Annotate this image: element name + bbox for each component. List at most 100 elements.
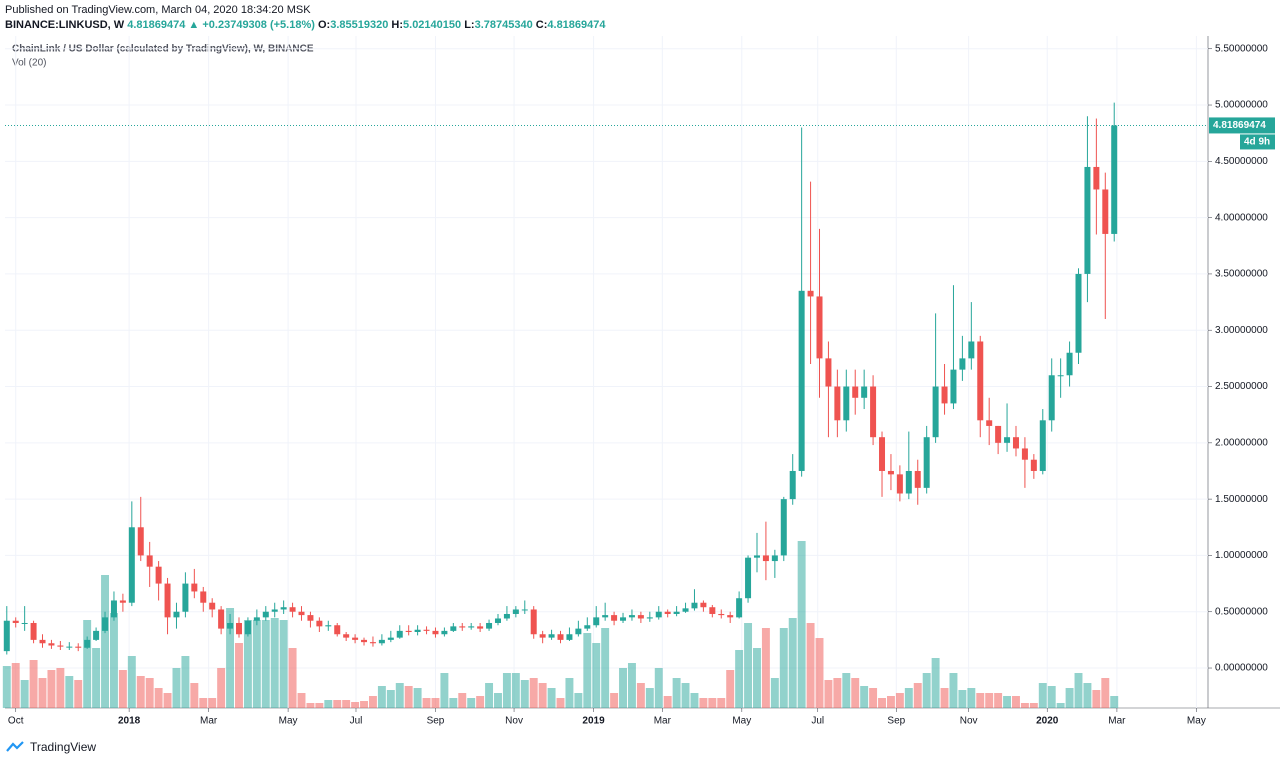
last-price: 4.81869474 xyxy=(127,19,186,31)
candle-body xyxy=(887,470,894,475)
volume-bar xyxy=(699,698,708,708)
volume-bar xyxy=(958,690,967,708)
volume-bar xyxy=(351,702,360,708)
volume-bar xyxy=(163,693,172,708)
candle-body xyxy=(503,613,510,619)
candle-body xyxy=(673,611,680,614)
x-tick-label: May xyxy=(1187,716,1206,727)
volume-bar xyxy=(252,620,261,708)
volume-bar xyxy=(208,698,217,708)
candle-body xyxy=(512,609,519,614)
x-tick-label: Mar xyxy=(1108,716,1126,727)
candle-body xyxy=(745,557,752,599)
candle-body xyxy=(227,622,234,629)
candle-body xyxy=(628,615,635,618)
candle-body xyxy=(762,555,769,562)
candle-body xyxy=(780,499,787,556)
volume-bar xyxy=(994,693,1003,708)
published-line: Published on TradingView.com, March 04, … xyxy=(5,4,311,16)
volume-bar xyxy=(779,628,788,708)
candle-body xyxy=(593,617,600,626)
volume-bar xyxy=(529,678,538,708)
volume-bar xyxy=(306,703,315,708)
volume-bar xyxy=(467,698,476,708)
candle-body xyxy=(852,386,859,398)
volume-bar xyxy=(654,668,663,708)
x-tick-label: Jul xyxy=(811,716,824,727)
candle-body xyxy=(995,425,1002,443)
volume-bar xyxy=(297,693,306,708)
volume-bar xyxy=(333,700,342,708)
candle-body xyxy=(450,626,457,631)
candle-body xyxy=(798,290,805,471)
last-price-box xyxy=(1209,117,1275,134)
candle-body xyxy=(825,358,832,387)
volume-bar xyxy=(833,678,842,708)
candle-body xyxy=(21,622,28,624)
candle-body xyxy=(3,620,10,652)
quote-line: BINANCE:LINKUSD, W 4.81869474 ▲ +0.23749… xyxy=(5,19,606,31)
candle-body xyxy=(262,611,269,618)
volume-bar xyxy=(815,638,824,708)
symbol: BINANCE:LINKUSD, W xyxy=(5,19,125,31)
candle-body xyxy=(182,583,189,612)
volume-bar xyxy=(1038,683,1047,708)
candle-body xyxy=(387,637,394,640)
y-tick-label: 2.00000000 xyxy=(1215,437,1268,448)
volume-bar xyxy=(109,613,118,708)
candle-body xyxy=(968,341,975,359)
volume-bar xyxy=(377,686,386,708)
field-value: 3.78745340 xyxy=(474,19,533,31)
candle-body xyxy=(289,607,296,612)
x-tick-label: Oct xyxy=(8,716,24,727)
volume-bar xyxy=(1074,673,1083,708)
candle-body xyxy=(128,527,135,603)
candle-body xyxy=(102,617,109,631)
volume-bar xyxy=(761,628,770,708)
field-key: H: xyxy=(391,19,404,31)
candle-body xyxy=(932,386,939,438)
volume-bar xyxy=(1020,703,1029,708)
candle-body xyxy=(664,611,671,614)
volume-bar xyxy=(1065,688,1074,708)
volume-bar xyxy=(199,698,208,708)
volume-bar xyxy=(20,680,29,708)
volume-bar xyxy=(574,693,583,708)
candle-body xyxy=(1048,375,1055,421)
up-arrow: ▲ xyxy=(188,19,200,31)
volume-bar xyxy=(315,703,324,708)
volume-bar xyxy=(708,698,717,708)
candle-body xyxy=(146,555,153,567)
y-tick-label: 1.50000000 xyxy=(1215,494,1268,505)
candle-body xyxy=(986,420,993,426)
candle-body xyxy=(1039,420,1046,471)
candle-body xyxy=(691,602,698,609)
volume-bar xyxy=(931,658,940,708)
volume-bar xyxy=(324,700,333,708)
volume-bar xyxy=(136,676,145,708)
volume-bar xyxy=(1092,690,1101,708)
candle-body xyxy=(66,646,73,648)
volume-bar xyxy=(860,686,869,708)
candle-body xyxy=(343,634,350,638)
candle-body xyxy=(30,622,37,640)
candle-body xyxy=(352,637,359,640)
volume-bar xyxy=(56,668,65,708)
candle-body xyxy=(736,598,743,618)
volume-bar xyxy=(172,668,181,708)
volume-bar xyxy=(288,648,297,708)
volume-bar xyxy=(2,666,11,708)
volume-bar xyxy=(636,683,645,708)
volume-bar xyxy=(243,620,252,708)
ohlc-fields: O:3.85519320 H:5.02140150 L:3.78745340 C… xyxy=(318,19,606,31)
volume-bar xyxy=(92,648,101,708)
volume-bar xyxy=(261,620,270,708)
volume-bar xyxy=(360,701,368,708)
volume-bar xyxy=(494,693,502,708)
candle-body xyxy=(834,386,841,421)
volume-bar xyxy=(770,678,779,708)
volume-bar xyxy=(431,698,440,708)
candle-body xyxy=(1111,125,1118,234)
candle-body xyxy=(75,646,82,648)
